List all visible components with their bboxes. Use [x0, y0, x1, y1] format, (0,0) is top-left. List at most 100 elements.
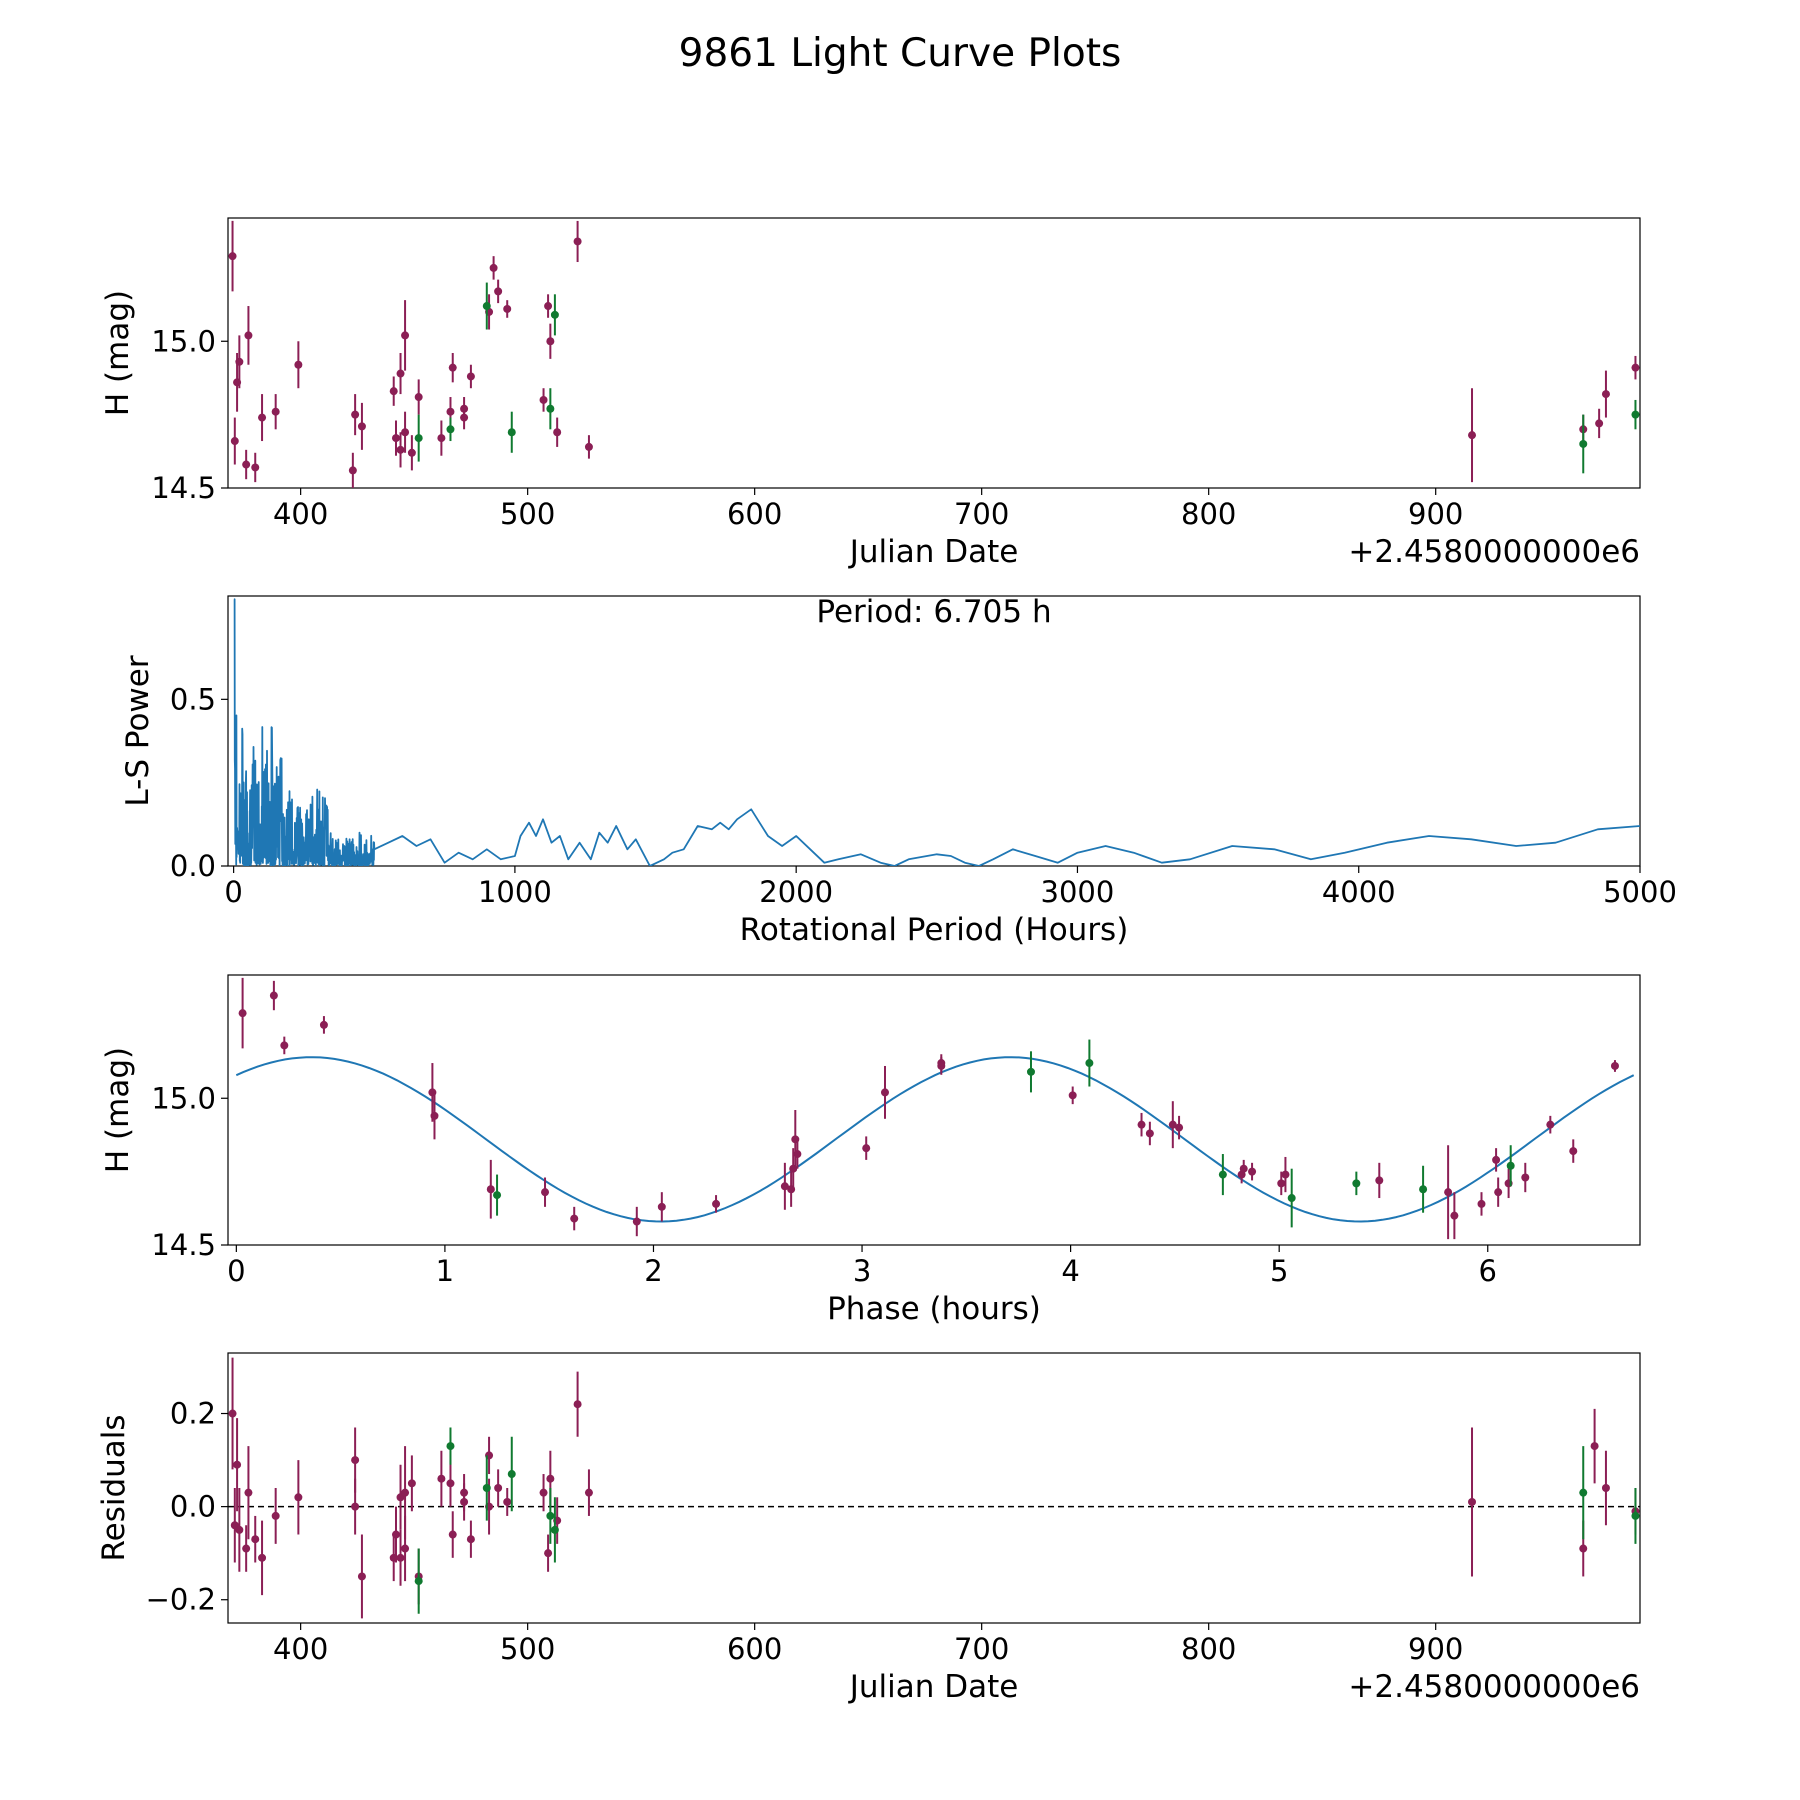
lightcurve-point-purple: [348, 466, 357, 475]
residuals-point-green: [550, 1525, 559, 1534]
residuals-x-tick-label: 600: [727, 1632, 782, 1666]
residuals-point-purple: [235, 1525, 244, 1534]
lightcurve-point-green: [482, 302, 491, 311]
residuals-x-offset: +2.4580000000e6: [1348, 1669, 1640, 1705]
phase_fold-point-purple: [1239, 1164, 1248, 1173]
lightcurve-point-purple: [389, 387, 398, 396]
lightcurve-x-tick-label: 400: [273, 497, 328, 531]
lightcurve-x-tick-label: 600: [727, 497, 782, 531]
lightcurve-point-purple: [437, 434, 446, 443]
lightcurve-point-purple: [357, 422, 366, 431]
phase_fold-point-purple: [319, 1020, 328, 1029]
phase-y-ticks: 15.0 14.5: [151, 1081, 228, 1262]
lightcurve-point-green: [1631, 410, 1640, 419]
residuals-point-green: [507, 1470, 516, 1479]
residuals-point-purple: [271, 1511, 280, 1520]
residuals-point-purple: [294, 1493, 303, 1502]
residuals-point-purple: [391, 1530, 400, 1539]
periodogram-x-tick-label: 2000: [759, 875, 833, 909]
residuals-point-purple: [503, 1497, 512, 1506]
periodogram-x-tick-label: 1000: [478, 875, 552, 909]
residuals-point-purple: [244, 1488, 253, 1497]
phase_fold-point-purple: [269, 991, 278, 1000]
phase-x-label: Phase (hours): [827, 1291, 1041, 1327]
periodogram-power-line: [233, 598, 1640, 866]
phase_fold-point-purple: [570, 1214, 579, 1223]
lightcurve-point-green: [546, 404, 555, 413]
periodogram-x-tick-label: 3000: [1041, 875, 1115, 909]
lightcurve-point-purple: [1631, 363, 1640, 372]
phase_fold-point-purple: [657, 1202, 666, 1211]
periodogram-panel: 0 1000 2000 3000 4000 5000 0.0 0.5 Period: 6.7…: [120, 594, 1677, 948]
residuals-x-tick-label: 500: [500, 1632, 555, 1666]
lightcurve-point-purple: [503, 304, 512, 313]
lightcurve-point-purple: [401, 428, 410, 437]
phase_fold-point-green: [1085, 1059, 1094, 1068]
residuals-clipped: [228, 1357, 1640, 1619]
residuals-y-tick-label: 0.0: [170, 1490, 216, 1524]
lightcurve-x-tick-label: 500: [500, 497, 555, 531]
lightcurve-y-label: H (mag): [100, 290, 136, 416]
residuals-point-purple: [494, 1484, 503, 1492]
lightcurve-point-purple: [546, 337, 555, 346]
lightcurve-point-purple: [244, 331, 253, 340]
residuals-point-purple: [573, 1400, 582, 1409]
phase-marks: [235, 977, 1635, 1240]
phase-x-ticks: 0 1 2 3 4 5 6: [227, 1245, 1497, 1288]
residuals-x-tick-label: 700: [954, 1632, 1009, 1666]
lightcurve-point-purple: [271, 407, 280, 416]
lightcurve-point-purple: [1468, 431, 1477, 440]
phase_fold-point-purple: [1492, 1155, 1501, 1164]
lightcurve-y-ticks: 15.0 14.5: [151, 324, 228, 505]
lightcurve-x-tick-label: 900: [1408, 497, 1463, 531]
periodogram-y-tick-label: 0.5: [170, 682, 216, 716]
residuals-point-green: [546, 1511, 555, 1520]
residuals-point-purple: [251, 1535, 260, 1544]
phase_fold-point-purple: [238, 1009, 247, 1018]
phase_fold-x-tick-label: 4: [1061, 1254, 1079, 1288]
lightcurve-point-green: [1579, 439, 1588, 448]
phase_fold-x-tick-label: 3: [853, 1254, 871, 1288]
residuals-x-tick-label: 900: [1408, 1632, 1463, 1666]
phase_fold-x-tick-label: 1: [436, 1254, 454, 1288]
lightcurve-point-purple: [539, 395, 548, 404]
residuals-y-tick-label: −0.2: [146, 1583, 216, 1617]
lightcurve-axes-frame: [227, 217, 1641, 489]
residuals-point-green: [446, 1442, 455, 1451]
residuals-point-green: [1579, 1488, 1588, 1497]
phase_fold-point-purple: [712, 1199, 721, 1208]
periodogram-y-label: L-S Power: [120, 655, 156, 806]
periodogram-x-tick-label: 5000: [1603, 875, 1677, 909]
phase_fold-point-purple: [1610, 1061, 1619, 1070]
phase_fold-point-purple: [1277, 1179, 1286, 1188]
phase_fold-point-purple: [937, 1061, 946, 1070]
residuals-point-purple: [351, 1456, 360, 1465]
lightcurve-point-purple: [396, 369, 405, 378]
lightcurve-point-purple: [1601, 390, 1610, 399]
phase_fold-point-purple: [280, 1041, 289, 1050]
lightcurve-point-purple: [573, 237, 582, 246]
phase_fold-point-green: [1287, 1194, 1296, 1203]
phase_fold-x-tick-label: 5: [1270, 1254, 1288, 1288]
phase_fold-point-purple: [541, 1188, 550, 1197]
phase_fold-point-purple: [430, 1111, 439, 1120]
phase-panel: 0 1 2 3 4 5 6 15.0 14.5 Phase (hours) H (mag): [100, 974, 1641, 1327]
residuals-point-purple: [401, 1488, 410, 1497]
residuals-point-purple: [233, 1460, 242, 1469]
residuals-point-purple: [351, 1502, 360, 1511]
phase_fold-point-purple: [780, 1182, 789, 1191]
residuals-point-purple: [460, 1497, 469, 1506]
residuals-point-purple: [396, 1553, 405, 1562]
phase_fold-point-green: [1419, 1185, 1428, 1194]
residuals-point-purple: [437, 1474, 446, 1483]
residuals-panel: 400 500 600 700 800 900 0.2 0.0 −0.2 Julian Dat…: [96, 1352, 1641, 1705]
phase_fold-point-purple: [1450, 1211, 1459, 1220]
phase_fold-point-purple: [1521, 1173, 1530, 1182]
phase_fold-y-tick-label: 15.0: [151, 1081, 216, 1115]
phase-fit-curve: [235, 1056, 1635, 1223]
phase_fold-point-purple: [1248, 1167, 1257, 1176]
phase_fold-point-purple: [1145, 1129, 1154, 1138]
phase_fold-clipped: [238, 977, 1619, 1240]
period-annotation: Period: 6.705 h: [816, 594, 1051, 630]
figure-title: 9861 Light Curve Plots: [679, 31, 1122, 76]
